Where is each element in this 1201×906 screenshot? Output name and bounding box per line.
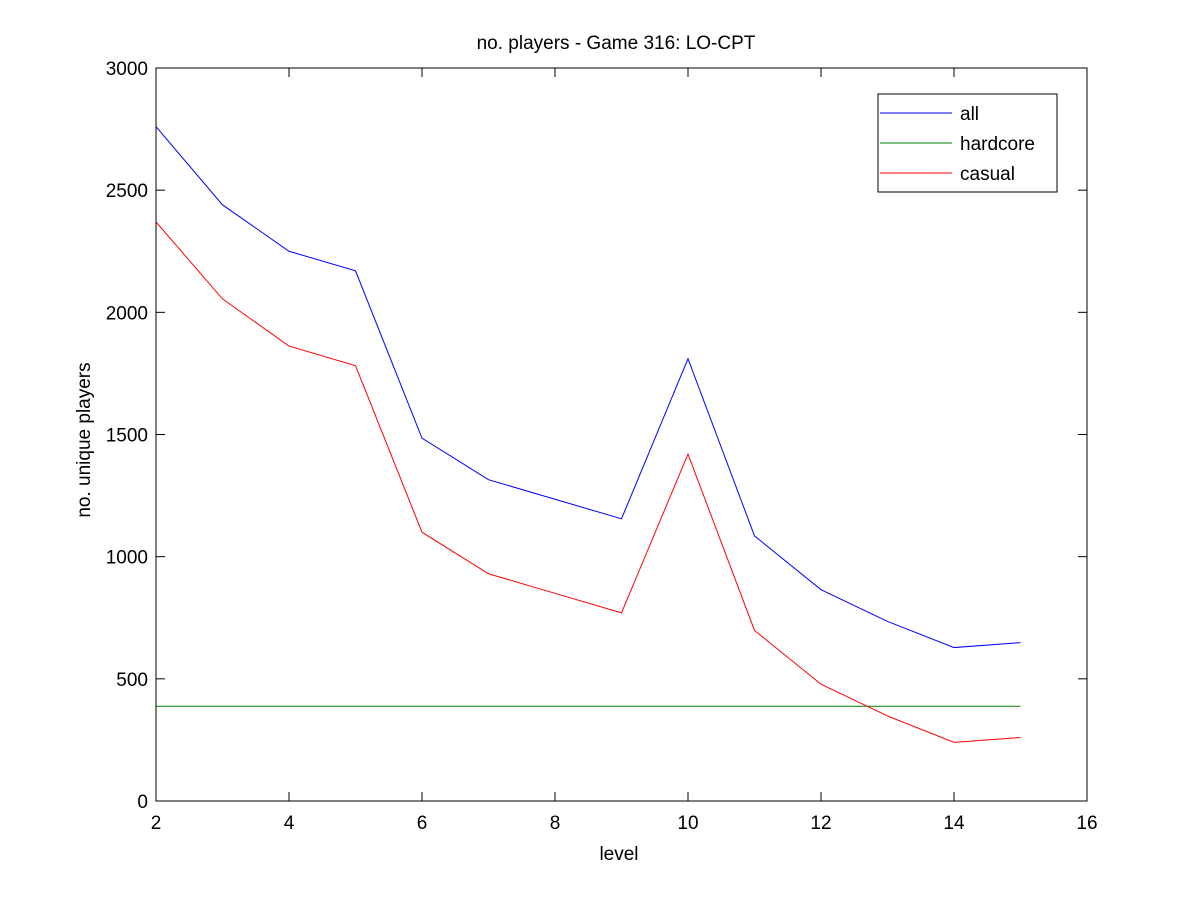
- x-tick-label: 2: [151, 813, 162, 834]
- y-axis-title: no. unique players: [74, 362, 95, 517]
- chart-title: no. players - Game 316: LO-CPT: [477, 33, 756, 54]
- y-tick-label: 2500: [106, 181, 148, 202]
- legend-label-hardcore: hardcore: [960, 134, 1035, 155]
- x-tick-label: 12: [810, 813, 831, 834]
- x-tick-label: 8: [550, 813, 561, 834]
- legend-label-all: all: [960, 104, 979, 125]
- series-lines: [155, 126, 1021, 743]
- legend-label-casual: casual: [960, 164, 1015, 185]
- y-tick-label: 500: [116, 670, 148, 691]
- y-tick-label: 2000: [106, 303, 148, 324]
- x-tick-label: 16: [1076, 813, 1097, 834]
- axes: 2 4 6 8 10 12 14 16 0 500 1000 1500 2000 2500 3000: [106, 59, 1098, 834]
- x-tick-label: 4: [284, 813, 295, 834]
- y-tick-label: 0: [137, 792, 148, 813]
- x-tick-label: 14: [943, 813, 965, 834]
- x-tick-label: 10: [677, 813, 698, 834]
- y-tick-label: 3000: [106, 59, 148, 80]
- y-tick-label: 1000: [106, 548, 148, 569]
- x-tick-label: 6: [417, 813, 428, 834]
- series-line-all: [155, 126, 1021, 649]
- series-line-casual: [155, 221, 1021, 743]
- x-axis-title: level: [599, 844, 638, 865]
- legend: all hardcore casual: [877, 93, 1058, 193]
- y-tick-label: 1500: [106, 426, 148, 447]
